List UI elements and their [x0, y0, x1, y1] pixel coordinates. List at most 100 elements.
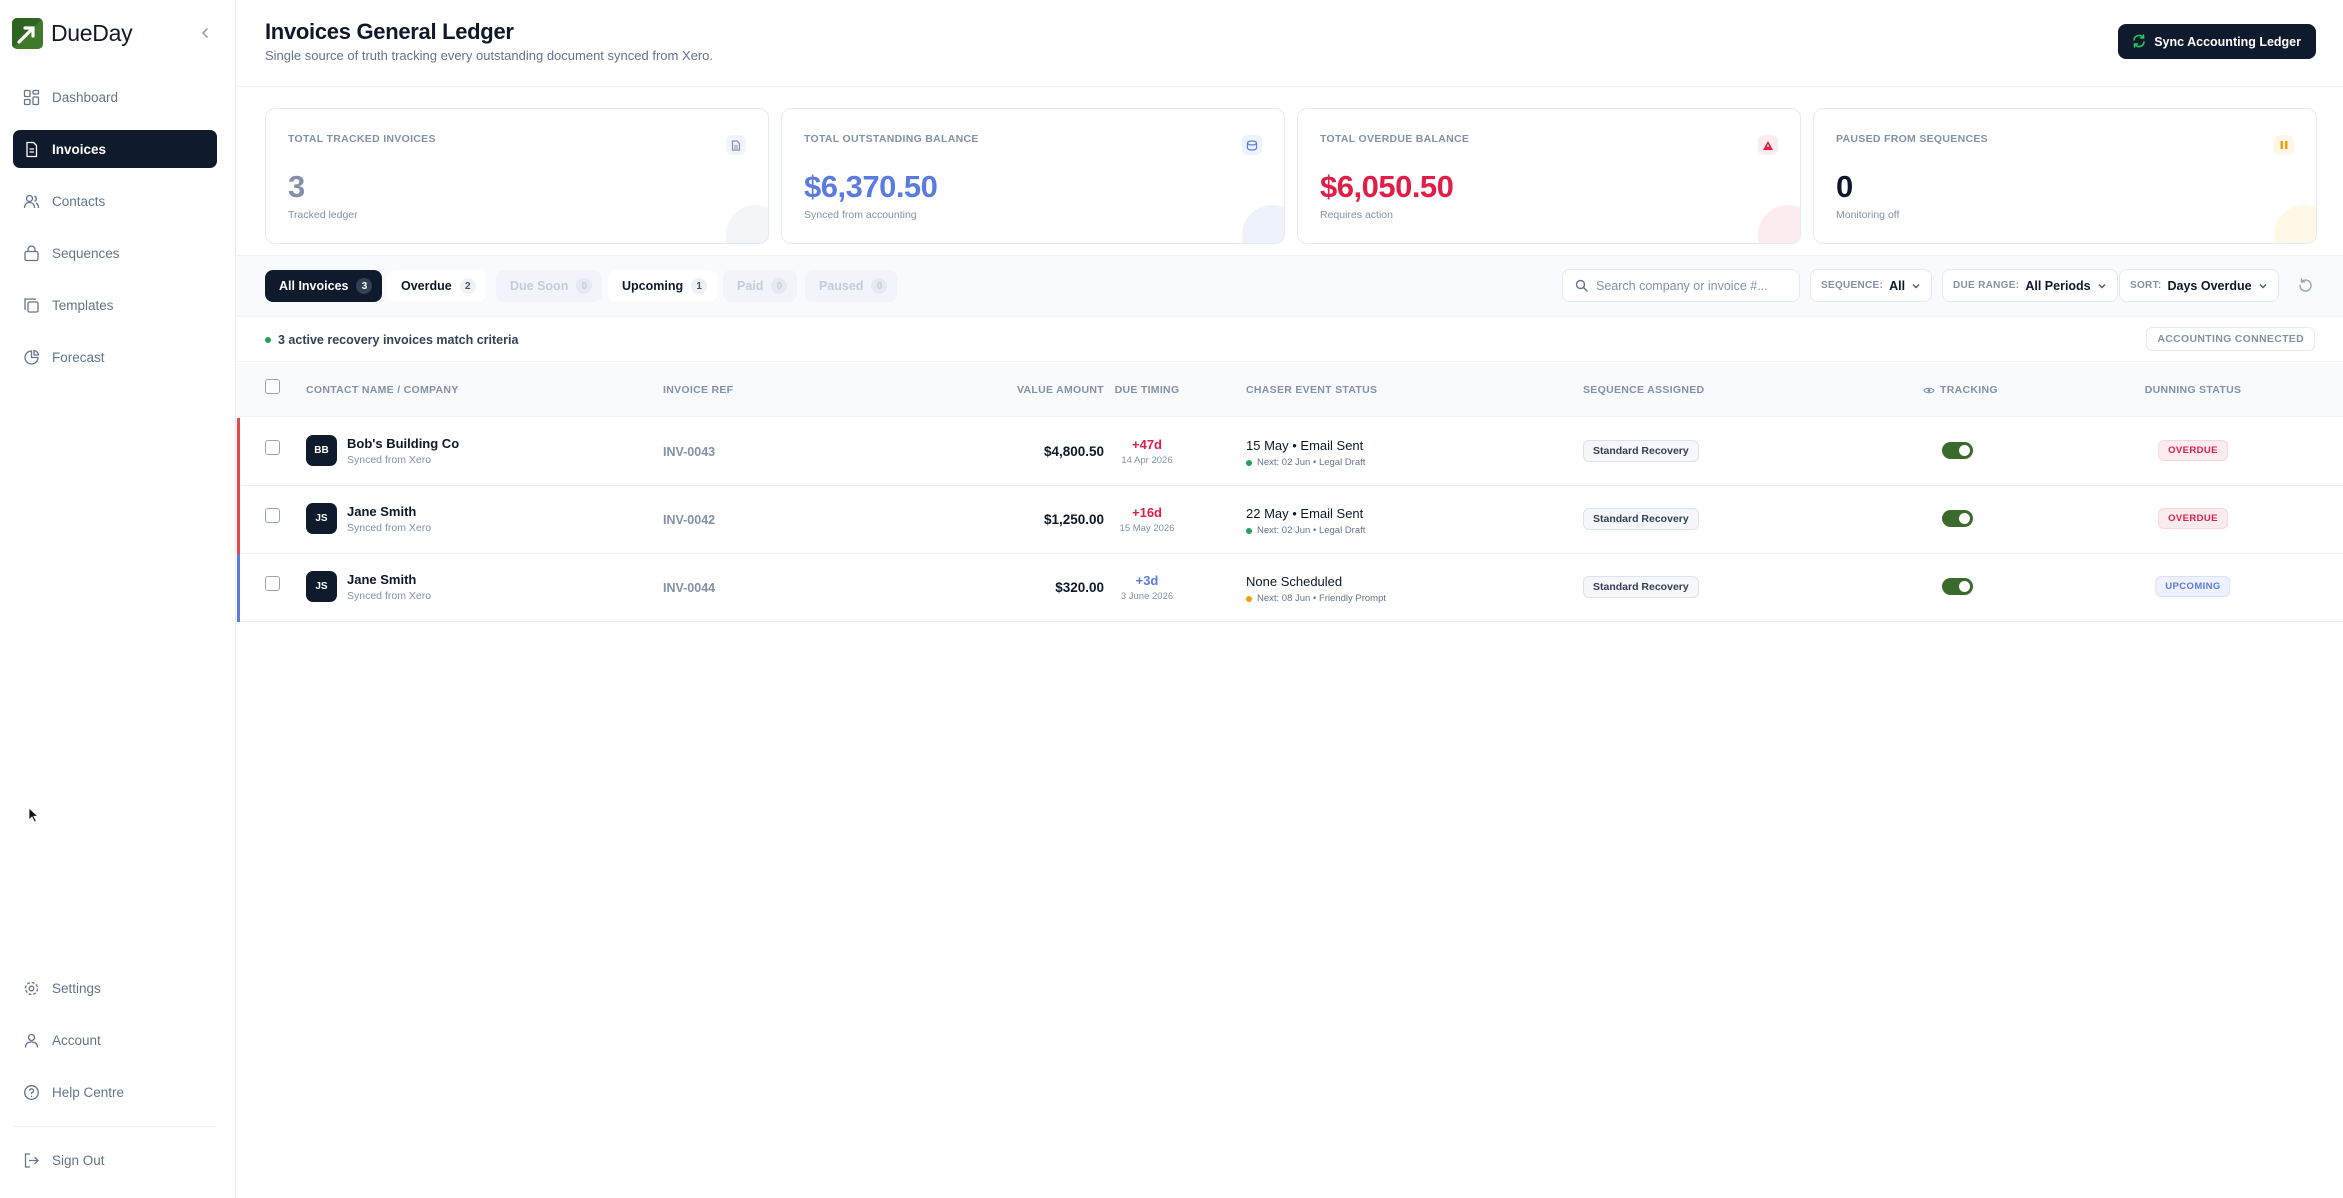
sequence-filter-dropdown[interactable]: SEQUENCE: All [1810, 269, 1933, 302]
column-header-value[interactable]: VALUE AMOUNT [1016, 384, 1104, 396]
invoice-amount: $4,800.50 [1043, 444, 1104, 459]
sequence-badge[interactable]: Standard Recovery [1583, 508, 1699, 530]
sidebar-item-forecast[interactable]: Forecast [13, 338, 217, 376]
row-status-bar [237, 418, 240, 486]
sidebar-item-sign-out[interactable]: Sign Out [13, 1141, 217, 1179]
tab-overdue[interactable]: Overdue 2 [387, 270, 486, 302]
row-checkbox[interactable] [265, 508, 280, 523]
next-event: Next: 02 Jun • Legal Draft [1246, 525, 1365, 536]
table-row[interactable]: JS Jane Smith Synced from Xero INV-0044 … [237, 554, 2343, 622]
sequence-badge[interactable]: Standard Recovery [1583, 440, 1699, 462]
stat-sub: Monitoring off [1836, 209, 1900, 221]
table-row[interactable]: JS Jane Smith Synced from Xero INV-0042 … [237, 486, 2343, 554]
tracking-toggle[interactable] [1942, 578, 1973, 595]
column-header-invoice-ref[interactable]: INVOICE REF [663, 384, 734, 396]
balance-icon [1242, 135, 1262, 155]
tab-label: Overdue [401, 279, 452, 293]
last-event: None Scheduled [1246, 574, 1343, 589]
sidebar-item-dashboard[interactable]: Dashboard [13, 78, 217, 116]
sequence-badge[interactable]: Standard Recovery [1583, 576, 1699, 598]
due-range-filter-dropdown[interactable]: DUE RANGE: All Periods [1942, 269, 2118, 302]
sidebar-item-account[interactable]: Account [13, 1021, 217, 1059]
table-header: CONTACT NAME / COMPANY INVOICE REF VALUE… [237, 363, 2343, 417]
tab-label: All Invoices [279, 279, 349, 293]
contact-source: Synced from Xero [347, 522, 432, 534]
reset-filters-icon[interactable] [2297, 277, 2314, 294]
days-until-due: +3d [1135, 573, 1159, 588]
sidebar-item-templates[interactable]: Templates [13, 286, 217, 324]
tracking-toggle[interactable] [1942, 510, 1973, 527]
next-event-dot [1246, 595, 1252, 602]
gear-icon [24, 981, 39, 995]
chevron-down-icon [1912, 283, 1920, 288]
next-event-label: Next: 08 Jun • Friendly Prompt [1257, 593, 1386, 604]
tab-paused[interactable]: Paused 0 [805, 270, 898, 302]
sidebar-item-label: Dashboard [52, 89, 119, 105]
column-header-dunning-status[interactable]: DUNNING STATUS [2144, 384, 2242, 396]
status-badge: UPCOMING [2155, 576, 2231, 597]
contact-name[interactable]: Jane Smith [347, 504, 417, 519]
dropdown-key: DUE RANGE: [1953, 280, 2020, 291]
stat-card-total-tracked: TOTAL TRACKED INVOICES 3 Tracked ledger [265, 108, 769, 244]
stat-value: $6,370.50 [804, 169, 938, 204]
invoice-ref[interactable]: INV-0044 [663, 581, 716, 595]
sequences-icon [24, 244, 39, 261]
tracking-toggle[interactable] [1942, 442, 1973, 459]
row-checkbox[interactable] [265, 440, 280, 455]
column-header-contact[interactable]: CONTACT NAME / COMPANY [306, 384, 459, 396]
sort-dropdown[interactable]: SORT: Days Overdue [2119, 269, 2279, 302]
stat-value: 3 [288, 169, 305, 204]
column-header-due-timing[interactable]: DUE TIMING [1114, 384, 1180, 396]
row-status-bar [237, 554, 240, 622]
dropdown-value: Days Overdue [2167, 278, 2252, 293]
days-overdue: +16d [1132, 505, 1162, 520]
stat-label: TOTAL OUTSTANDING BALANCE [804, 133, 979, 145]
invoice-icon [26, 141, 38, 157]
due-date: 15 May 2026 [1119, 523, 1175, 534]
sync-button-label: Sync Accounting Ledger [2154, 34, 2301, 49]
tab-count: 0 [871, 278, 888, 294]
sidebar-item-contacts[interactable]: Contacts [13, 182, 217, 220]
results-info-bar: 3 active recovery invoices match criteri… [237, 318, 2343, 362]
next-event-dot [1246, 459, 1252, 466]
contact-name[interactable]: Jane Smith [347, 572, 417, 587]
tab-upcoming[interactable]: Upcoming 1 [608, 270, 718, 302]
column-header-label: TRACKING [1940, 384, 1998, 396]
contact-name[interactable]: Bob's Building Co [347, 436, 460, 451]
contacts-icon [23, 194, 40, 208]
sync-accounting-ledger-button[interactable]: Sync Accounting Ledger [2118, 24, 2316, 59]
column-header-sequence[interactable]: SEQUENCE ASSIGNED [1583, 384, 1705, 396]
brand[interactable]: DueDay [12, 16, 133, 50]
sidebar-item-sequences[interactable]: Sequences [13, 234, 217, 272]
column-header-tracking[interactable]: TRACKING [1923, 384, 1998, 396]
invoice-ref[interactable]: INV-0043 [663, 445, 716, 459]
eye-icon [1923, 387, 1935, 393]
tab-paid[interactable]: Paid 0 [723, 270, 798, 302]
templates-icon [24, 297, 39, 313]
main-content: Invoices General Ledger Single source of… [237, 0, 2343, 1198]
sidebar-divider [13, 1126, 217, 1127]
select-all-checkbox[interactable] [265, 379, 280, 394]
sidebar-item-help-centre[interactable]: Help Centre [13, 1073, 217, 1111]
sidebar-item-label: Forecast [52, 349, 105, 365]
contact-source: Synced from Xero [347, 590, 432, 602]
tab-due-soon[interactable]: Due Soon 0 [496, 270, 603, 302]
row-checkbox[interactable] [265, 576, 280, 591]
search-box[interactable] [1562, 269, 1800, 302]
last-event: 22 May • Email Sent [1246, 506, 1364, 521]
tab-all-invoices[interactable]: All Invoices 3 [265, 270, 383, 302]
collapse-sidebar-icon[interactable] [196, 24, 214, 42]
invoice-ref[interactable]: INV-0042 [663, 513, 716, 527]
sidebar-item-invoices[interactable]: Invoices [13, 130, 217, 168]
column-header-chaser-status[interactable]: CHASER EVENT STATUS [1246, 384, 1378, 396]
due-timing: +3d 3 June 2026 [1107, 573, 1187, 602]
status-badge: OVERDUE [2158, 508, 2228, 529]
tab-label: Paused [819, 279, 864, 293]
search-input[interactable] [1596, 278, 1786, 293]
document-icon [726, 135, 746, 155]
sidebar-item-settings[interactable]: Settings [13, 969, 217, 1007]
table-row[interactable]: BB Bob's Building Co Synced from Xero IN… [237, 418, 2343, 486]
dropdown-key: SORT: [2130, 280, 2162, 291]
invoice-amount: $1,250.00 [1043, 512, 1104, 527]
next-event: Next: 02 Jun • Legal Draft [1246, 457, 1365, 468]
